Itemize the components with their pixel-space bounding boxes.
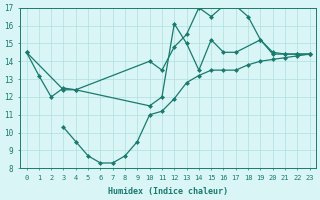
X-axis label: Humidex (Indice chaleur): Humidex (Indice chaleur)	[108, 187, 228, 196]
